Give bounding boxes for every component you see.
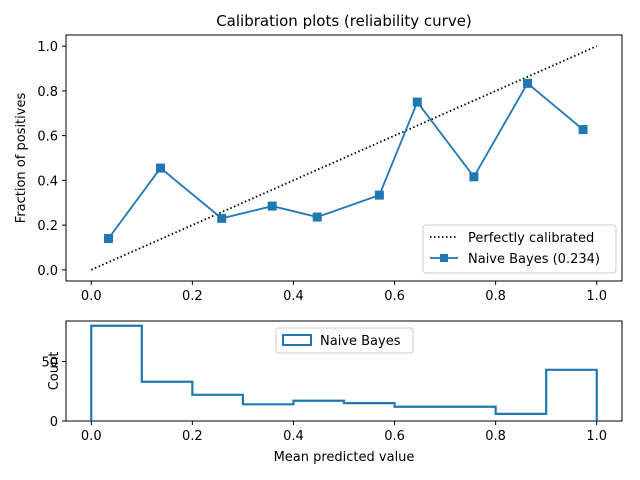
histogram-bin bbox=[293, 401, 344, 421]
bottom-y-tick-label: 50 bbox=[41, 355, 58, 370]
top-series-layer bbox=[90, 45, 598, 271]
bottom-x-tick-label: 0.2 bbox=[182, 429, 203, 444]
top-x-tick-label: 0.6 bbox=[384, 289, 405, 304]
naive-bayes-point bbox=[312, 212, 322, 222]
top-y-tick-label: 0.0 bbox=[37, 264, 58, 279]
naive-bayes-point bbox=[267, 201, 277, 211]
top-y-ticks: 0.0 0.2 0.4 0.6 0.8 1.0 bbox=[37, 40, 66, 279]
top-y-tick-label: 0.4 bbox=[37, 174, 58, 189]
bottom-x-ticks: 0.0 0.2 0.4 0.6 0.8 1.0 bbox=[81, 421, 607, 444]
top-x-tick-label: 0.0 bbox=[81, 289, 102, 304]
reliability-curve-panel: Calibration plots (reliability curve) 0.… bbox=[14, 12, 623, 304]
histogram-bin bbox=[243, 404, 294, 421]
histogram-bin bbox=[91, 326, 142, 421]
naive-bayes-point bbox=[578, 125, 588, 135]
bottom-y-ticks: 0 50 bbox=[41, 355, 66, 430]
top-x-ticks: 0.0 0.2 0.4 0.6 0.8 1.0 bbox=[81, 281, 607, 304]
naive-bayes-point bbox=[374, 190, 384, 200]
histogram-bin bbox=[142, 382, 193, 421]
top-x-tick-label: 0.4 bbox=[283, 289, 304, 304]
top-legend: Perfectly calibrated Naive Bayes (0.234) bbox=[422, 224, 617, 274]
perfectly-calibrated-line bbox=[90, 45, 598, 271]
naive-bayes-point bbox=[412, 97, 422, 107]
bottom-x-tick-label: 0.0 bbox=[81, 429, 102, 444]
bottom-series-layer bbox=[90, 324, 598, 421]
bottom-x-tick-label: 0.6 bbox=[384, 429, 405, 444]
histogram-bin bbox=[344, 403, 395, 421]
top-x-tick-label: 0.8 bbox=[485, 289, 506, 304]
legend-nb-label: Naive Bayes (0.234) bbox=[468, 252, 600, 267]
legend-perfect-label: Perfectly calibrated bbox=[468, 231, 594, 246]
bottom-x-axis-label: Mean predicted value bbox=[274, 450, 415, 465]
histogram-bin bbox=[496, 414, 547, 421]
bottom-x-tick-label: 0.8 bbox=[485, 429, 506, 444]
histogram-panel: 0.0 0.2 0.4 0.6 0.8 1.0 0 50 Count Mean predic… bbox=[41, 320, 623, 465]
top-y-tick-label: 0.8 bbox=[37, 85, 58, 100]
top-y-axis-label: Fraction of positives bbox=[14, 93, 29, 224]
histogram-bin bbox=[192, 395, 243, 421]
bottom-x-tick-label: 1.0 bbox=[586, 429, 607, 444]
legend-hist-swatch bbox=[282, 334, 312, 346]
bottom-y-axis-label: Count bbox=[47, 352, 62, 391]
histogram-bin bbox=[395, 407, 446, 421]
histogram-bin bbox=[546, 370, 597, 421]
legend-hist-label: Naive Bayes bbox=[320, 334, 401, 349]
legend-nb-marker bbox=[440, 254, 448, 262]
top-legend-box bbox=[422, 224, 617, 274]
naive-bayes-point bbox=[522, 78, 532, 88]
bottom-legend: Naive Bayes bbox=[275, 327, 414, 354]
top-x-tick-label: 1.0 bbox=[586, 289, 607, 304]
top-plot-frame bbox=[65, 34, 623, 282]
naive-bayes-line bbox=[107, 81, 584, 240]
naive-bayes-point bbox=[217, 213, 227, 223]
naive-bayes-point bbox=[103, 234, 113, 244]
bottom-x-tick-label: 0.4 bbox=[283, 429, 304, 444]
naive-bayes-histogram bbox=[90, 324, 598, 421]
chart-title: Calibration plots (reliability curve) bbox=[216, 12, 472, 30]
top-y-tick-label: 0.2 bbox=[37, 219, 58, 234]
top-y-tick-label: 1.0 bbox=[37, 40, 58, 55]
histogram-bin bbox=[445, 407, 496, 421]
bottom-y-tick-label: 0 bbox=[50, 415, 58, 430]
top-y-tick-label: 0.6 bbox=[37, 130, 58, 145]
naive-bayes-point bbox=[469, 172, 479, 182]
top-x-tick-label: 0.2 bbox=[182, 289, 203, 304]
naive-bayes-point bbox=[156, 163, 166, 173]
bottom-plot-frame bbox=[65, 320, 623, 422]
